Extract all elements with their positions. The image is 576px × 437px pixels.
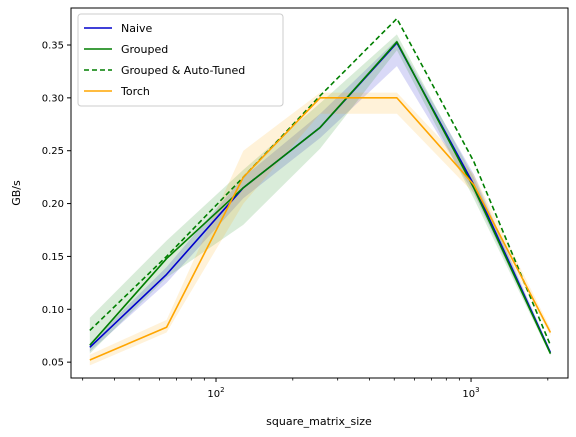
series-line-1 (89, 41, 552, 355)
series-line-3 (89, 97, 552, 361)
y-tick-label-5: 0.30 (42, 93, 64, 104)
series-line-2 (89, 17, 552, 346)
y-axis-ticks: 0.05 0.10 0.15 0.20 0.25 0.30 0.35 (42, 41, 71, 369)
y-axis-label: GB/s (10, 180, 23, 206)
series-lines (89, 17, 552, 361)
legend-label-2: Grouped & Auto-Tuned (121, 64, 245, 77)
y-tick-label-1: 0.10 (42, 305, 64, 316)
legend: Naive Grouped Grouped & Auto-Tuned Torch (77, 13, 284, 107)
y-tick-label-2: 0.15 (42, 252, 64, 263)
band-3 (89, 92, 551, 366)
y-tick-label-6: 0.35 (42, 41, 64, 52)
legend-frame (77, 13, 284, 107)
y-tick-label-4: 0.25 (42, 146, 64, 157)
band-0 (89, 39, 551, 355)
y-tick-label-0: 0.05 (42, 358, 64, 369)
legend-label-3: Torch (120, 85, 150, 98)
legend-label-0: Naive (121, 22, 153, 35)
y-tick-label-3: 0.20 (42, 199, 64, 210)
plot-frame (70, 7, 569, 379)
x-axis-ticks: 102 103 (82, 378, 549, 400)
legend-label-1: Grouped (121, 43, 168, 56)
x-axis-label: square_matrix_size (266, 415, 372, 428)
